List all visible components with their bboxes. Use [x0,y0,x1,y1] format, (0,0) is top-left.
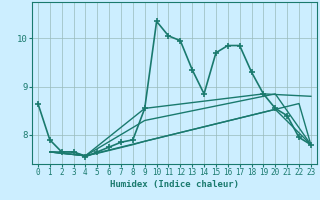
X-axis label: Humidex (Indice chaleur): Humidex (Indice chaleur) [110,180,239,189]
